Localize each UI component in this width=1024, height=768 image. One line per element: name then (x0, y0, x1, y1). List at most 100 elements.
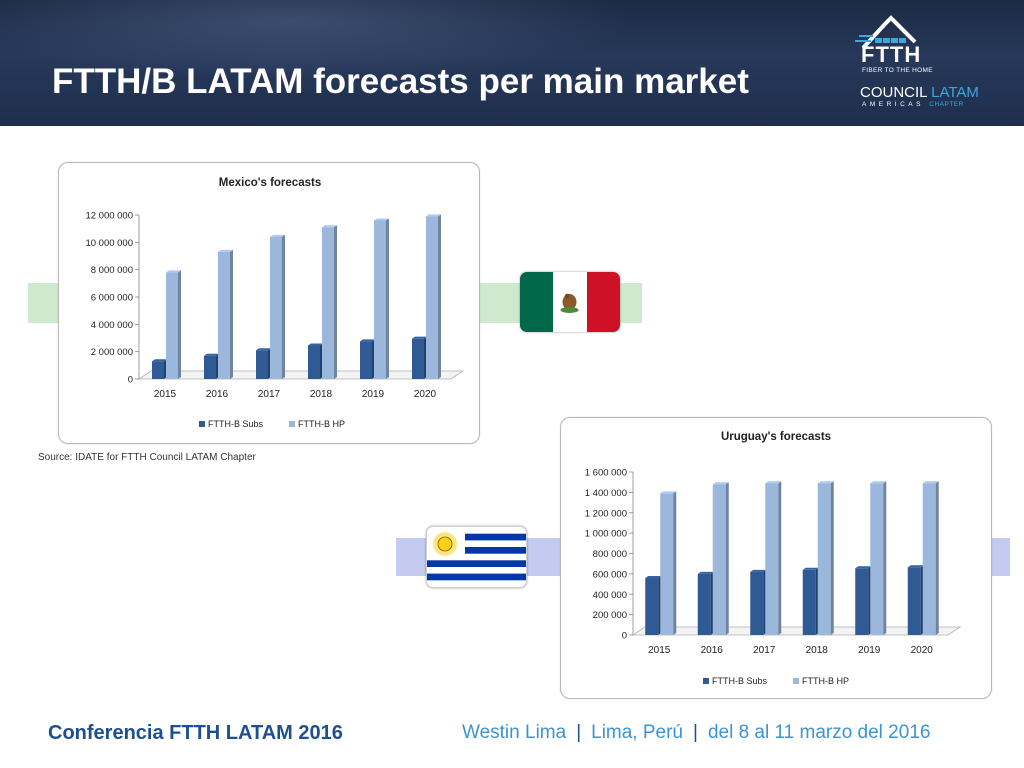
y-tick-label: 6 000 000 (91, 293, 133, 304)
bar-subs (697, 571, 714, 635)
bar-front (855, 568, 869, 635)
bar-front (660, 493, 674, 635)
mexico-flag (520, 272, 620, 332)
uruguay-flag-svg (427, 532, 526, 581)
y-tick-label: 1 400 000 (585, 488, 627, 499)
bar-subs (308, 343, 323, 379)
bar-hp (712, 482, 729, 635)
bar-top (322, 225, 337, 228)
bar-subs (750, 569, 767, 635)
bar-top (204, 353, 219, 356)
source-note: Source: IDATE for FTTH Council LATAM Cha… (38, 452, 256, 463)
bar-front (802, 569, 816, 635)
bar-hp (374, 218, 389, 379)
x-tick-label: 2016 (206, 389, 229, 400)
footer-dates: del 8 al 11 marzo del 2016 (707, 722, 931, 743)
x-tick-label: 2017 (753, 645, 776, 656)
bar-front (426, 216, 438, 379)
logo-americas: AMERICAS CHAPTER (862, 101, 964, 108)
bar-side (230, 249, 233, 379)
y-tick-label: 1 600 000 (585, 468, 627, 479)
bar-top (256, 348, 271, 351)
bar-front (256, 350, 268, 379)
bar-hp (218, 249, 233, 379)
bar-hp (270, 234, 285, 379)
legend-swatch (703, 678, 709, 684)
chart-title: Uruguay's forecasts (721, 431, 831, 443)
bar-front (308, 345, 320, 379)
legend-label: FTTH-B Subs (712, 676, 768, 686)
x-tick-label: 2018 (310, 389, 333, 400)
bar-front (817, 483, 831, 635)
slide-header: FTTH/B LATAM forecasts per main market F… (0, 0, 1024, 126)
bar-top (870, 481, 887, 484)
bar-top (270, 234, 285, 237)
bar-hp (166, 270, 181, 379)
uruguay-chart-svg: Uruguay's forecasts 0 200 000 400 000 600 00… (585, 431, 962, 686)
bar-subs (412, 336, 427, 379)
bar-top (765, 481, 782, 484)
bar-hp (322, 225, 337, 379)
bar-front (922, 483, 936, 635)
y-tick-label: 12 000 000 (85, 211, 133, 222)
x-tick-label: 2019 (362, 389, 385, 400)
bar-top (166, 270, 181, 273)
x-tick-label: 2020 (911, 645, 934, 656)
bar-top (360, 339, 375, 342)
x-tick-label: 2017 (258, 389, 281, 400)
y-tick-label: 800 000 (593, 549, 627, 560)
mexico-chart: Mexico's forecasts 0 2 000 000 4 000 000 6 0… (58, 162, 480, 444)
house-icon (855, 15, 917, 50)
logo-tagline: FIBER TO THE HOME (862, 67, 933, 74)
footer-separator: | (693, 722, 698, 743)
mexico-flag-green (520, 272, 554, 332)
y-tick-label: 1 200 000 (585, 508, 627, 519)
bar-top (922, 481, 939, 484)
bar-front (697, 573, 711, 635)
bar-side (935, 481, 939, 635)
bar-hp (426, 214, 441, 379)
bar-side (778, 481, 782, 635)
bar-front (166, 272, 178, 379)
bar-hp (660, 491, 677, 635)
x-tick-label: 2019 (858, 645, 881, 656)
legend-label: FTTH-B HP (298, 419, 345, 429)
y-tick-label: 1 000 000 (585, 529, 627, 540)
uruguay-chart: Uruguay's forecasts 0 200 000 400 000 600 00… (560, 417, 992, 699)
bar-top (308, 343, 323, 346)
x-tick-label: 2015 (154, 389, 177, 400)
bar-side (830, 481, 834, 635)
footer-separator: | (576, 722, 582, 743)
bar-front (270, 236, 282, 379)
slide-title: FTTH/B LATAM forecasts per main market (52, 62, 749, 101)
chart-title: Mexico's forecasts (219, 177, 321, 189)
bar-top (412, 336, 427, 339)
bar-subs (802, 567, 819, 635)
bar-top (660, 491, 677, 494)
bar-front (322, 227, 334, 379)
bar-subs (645, 575, 662, 635)
bar-side (178, 270, 181, 379)
y-tick-label: 0 (128, 375, 133, 386)
y-tick-label: 200 000 (593, 610, 627, 621)
bar-front (645, 577, 659, 635)
uruguay-flag (426, 526, 527, 588)
bar-side (282, 234, 285, 379)
bar-top (645, 575, 662, 578)
bar-subs (855, 566, 872, 635)
bar-top (802, 567, 819, 570)
bar-top (817, 481, 834, 484)
bar-front (152, 361, 164, 379)
y-tick-label: 2 000 000 (91, 347, 133, 358)
bar-front (374, 220, 386, 379)
logo-latam-word: LATAM (931, 84, 979, 101)
legend-swatch (199, 421, 205, 427)
logo-chapter-word: CHAPTER (929, 101, 964, 108)
bar-subs (907, 565, 924, 635)
mexico-flag-red (586, 272, 620, 332)
bar-front (870, 483, 884, 635)
bar-front (412, 338, 424, 379)
x-tick-label: 2020 (414, 389, 437, 400)
mexico-chart-svg: Mexico's forecasts 0 2 000 000 4 000 000 6 0… (85, 177, 465, 429)
bar-top (907, 565, 924, 568)
